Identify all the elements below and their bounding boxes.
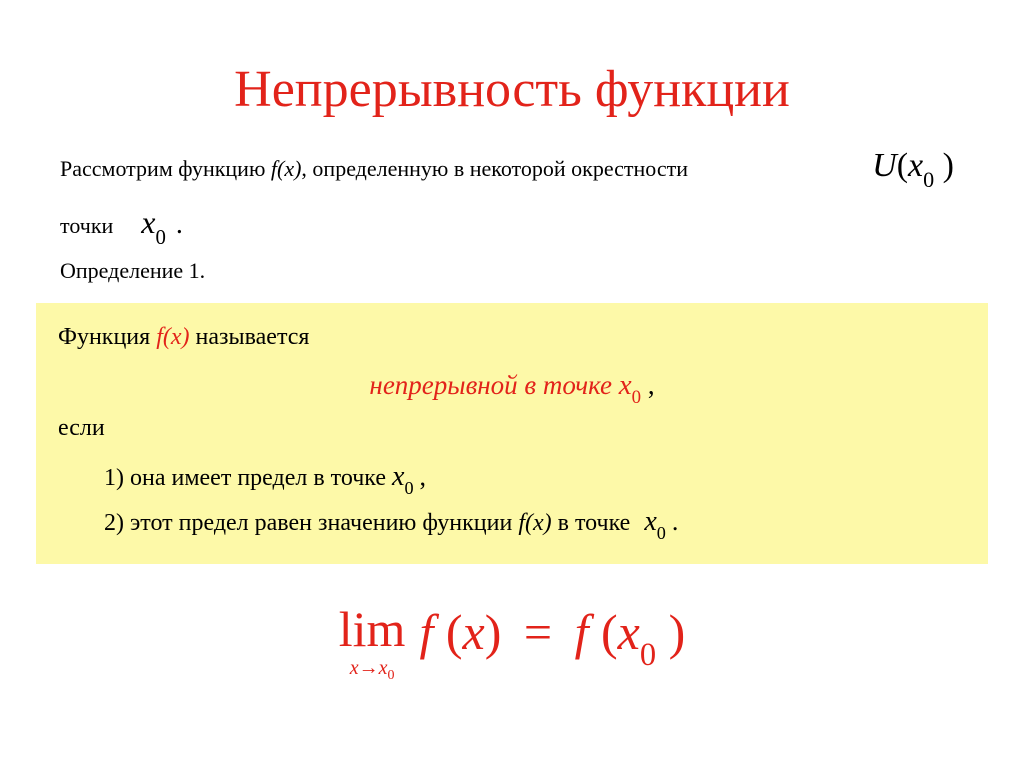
t: 2) этот предел равен значению функции — [104, 510, 518, 536]
t: Рассмотрим функцию — [60, 156, 271, 181]
slide: Непрерывность функции Рассмотрим функцию… — [0, 0, 1024, 768]
lim-block: lim x→x0 — [339, 604, 406, 683]
period: . — [176, 201, 183, 249]
neighborhood-symbol: U(x0 ) — [872, 137, 964, 195]
zero: 0 — [155, 226, 165, 249]
t: 1) она имеет предел в точке — [104, 460, 386, 497]
x: x — [141, 204, 155, 240]
x: x — [908, 147, 923, 184]
t: , определенную в некоторой окрестности — [301, 156, 688, 181]
lim-subscript: x→x0 — [350, 658, 395, 683]
x0-symbol: x0 — [619, 369, 641, 401]
limit-equation: lim x→x0 f (x) = f (x0 ) — [60, 600, 964, 683]
zero: 0 — [387, 668, 394, 683]
t: точки — [60, 207, 113, 244]
paren: ) — [485, 604, 502, 660]
x0-symbol: x0 — [644, 500, 666, 545]
arrow-icon: → — [359, 657, 379, 679]
x0-symbol: x0 — [141, 195, 166, 252]
paren: ) — [943, 147, 954, 184]
comma: , — [420, 457, 427, 497]
definition-label: Определение 1. — [60, 252, 964, 289]
t: 2) этот предел равен значению функции f(… — [104, 505, 630, 542]
paren: ( — [601, 604, 618, 660]
def-center-line: непрерывной в точке x0 , — [58, 363, 966, 410]
U: U — [872, 147, 897, 184]
lhs: f (x) = f (x0 ) — [419, 603, 685, 683]
x: x — [619, 369, 632, 401]
t: Определение 1. — [60, 258, 205, 283]
fx-symbol: f(x) — [518, 510, 551, 536]
comma: , — [648, 370, 655, 400]
f: f — [575, 604, 589, 660]
fx-symbol: f(x) — [156, 324, 189, 350]
t: в точке — [552, 510, 631, 536]
x: x — [350, 657, 359, 679]
continuous-phrase: непрерывной в точке x0 — [369, 370, 647, 400]
definition-box: Функция f(x) называется непрерывной в то… — [36, 303, 988, 564]
zero: 0 — [404, 478, 413, 498]
x: x — [392, 461, 404, 492]
t: Функция — [58, 324, 156, 350]
intro-line-1: Рассмотрим функцию f(x), определенную в … — [60, 137, 964, 195]
conditions: 1) она имеет предел в точке x0, 2) этот … — [104, 455, 966, 545]
paren: ( — [897, 147, 908, 184]
zero: 0 — [923, 167, 934, 192]
intro-text-1: Рассмотрим функцию f(x), определенную в … — [60, 150, 688, 187]
x: x — [644, 506, 656, 537]
zero: 0 — [640, 637, 656, 673]
if-word: если — [58, 410, 966, 447]
condition-2: 2) этот предел равен значению функции f(… — [104, 500, 966, 545]
intro-line-2: точки x0 . — [60, 195, 964, 252]
paren: ( — [446, 604, 463, 660]
def-line-1: Функция f(x) называется — [58, 319, 966, 356]
intro-text: Рассмотрим функцию f(x), определенную в … — [60, 137, 964, 289]
condition-1: 1) она имеет предел в точке x0, — [104, 455, 966, 500]
fx-symbol: f(x) — [271, 156, 302, 181]
equals: = — [524, 604, 552, 660]
x: x — [463, 604, 485, 660]
x0-symbol: x0 — [392, 455, 414, 500]
t: называется — [190, 324, 310, 350]
zero: 0 — [657, 523, 666, 543]
t: непрерывной в точке — [369, 370, 618, 400]
f: f — [419, 604, 433, 660]
period: . — [672, 502, 679, 542]
paren: ) — [669, 604, 686, 660]
lim-word: lim — [339, 604, 406, 654]
x: x — [618, 604, 640, 660]
slide-title: Непрерывность функции — [60, 60, 964, 119]
eq-wrap: lim x→x0 f (x) = f (x0 ) — [339, 603, 685, 683]
zero: 0 — [632, 387, 641, 408]
